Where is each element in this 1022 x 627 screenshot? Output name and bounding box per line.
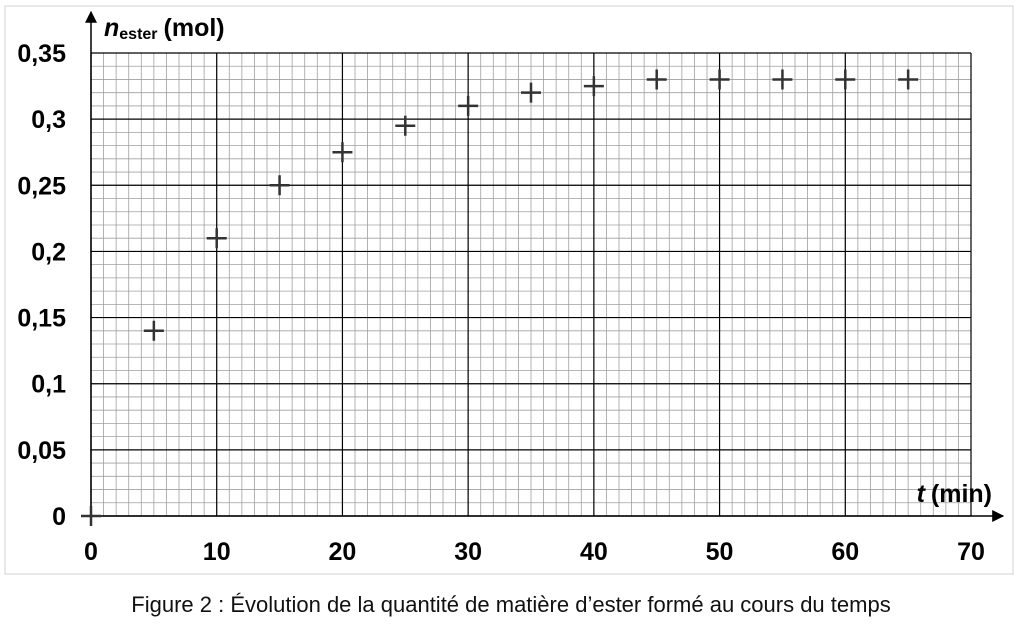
y-axis-label: nester (mol) <box>104 14 225 43</box>
frame <box>4 5 1014 575</box>
y-tick-label: 0,3 <box>31 106 66 134</box>
data-point <box>332 142 353 163</box>
y-tick-label: 0,25 <box>17 172 66 200</box>
y-tick-label: 0,05 <box>17 437 66 465</box>
y-tick-label: 0,1 <box>31 371 66 399</box>
data-point <box>395 115 416 136</box>
x-tick-label: 20 <box>329 538 357 566</box>
marks <box>81 69 919 526</box>
x-tick-label: 50 <box>706 538 734 566</box>
caption: Figure 2 : Évolution de la quantité de m… <box>131 592 890 617</box>
data-point <box>898 69 919 90</box>
y-tick-label: 0,35 <box>17 40 66 68</box>
y-label-subscript: ester <box>119 26 157 43</box>
y-tick-label: 0 <box>52 503 66 531</box>
x-axis-label: t (min) <box>917 480 992 508</box>
data-point <box>583 76 604 97</box>
data-point <box>269 175 290 196</box>
labels: 0 10 20 30 40 50 60 70 0 0,05 0,1 0,15 0,2 0,25 0,3 0,3… <box>17 40 985 566</box>
x-label-unit: (min) <box>931 480 992 508</box>
data-point <box>143 320 164 341</box>
y-tick-label: 0,2 <box>31 238 66 266</box>
x-tick-label: 10 <box>203 538 231 566</box>
x-tick-label: 70 <box>957 538 985 566</box>
data-point <box>772 69 793 90</box>
data-point <box>81 506 101 526</box>
y-tick-label: 0,15 <box>17 305 66 333</box>
x-tick-label: 0 <box>84 538 98 566</box>
data-point <box>646 69 667 90</box>
y-label-symbol: n <box>104 14 119 42</box>
data-point <box>835 69 856 90</box>
data-point <box>206 228 227 249</box>
data-point <box>458 95 479 116</box>
grid <box>90 52 972 517</box>
x-tick-label: 60 <box>831 538 859 566</box>
x-tick-label: 40 <box>580 538 608 566</box>
data-point <box>709 69 730 90</box>
x-tick-label: 30 <box>454 538 482 566</box>
data-point <box>521 82 541 103</box>
x-label-symbol: t <box>917 480 927 508</box>
y-label-unit: (mol) <box>164 14 225 42</box>
